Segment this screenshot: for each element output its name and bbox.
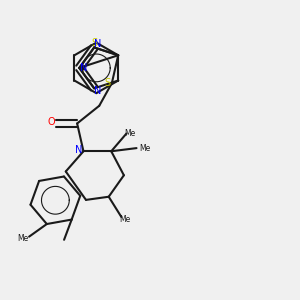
Text: N: N (94, 39, 101, 49)
Text: Me: Me (139, 144, 150, 153)
Text: Me: Me (17, 234, 28, 243)
Text: Me: Me (119, 215, 130, 224)
Text: N: N (75, 145, 82, 155)
Text: N: N (80, 63, 88, 73)
Text: O: O (47, 117, 55, 127)
Text: S: S (91, 38, 97, 48)
Text: Me: Me (124, 129, 135, 138)
Text: N: N (94, 86, 101, 97)
Text: S: S (104, 78, 110, 88)
